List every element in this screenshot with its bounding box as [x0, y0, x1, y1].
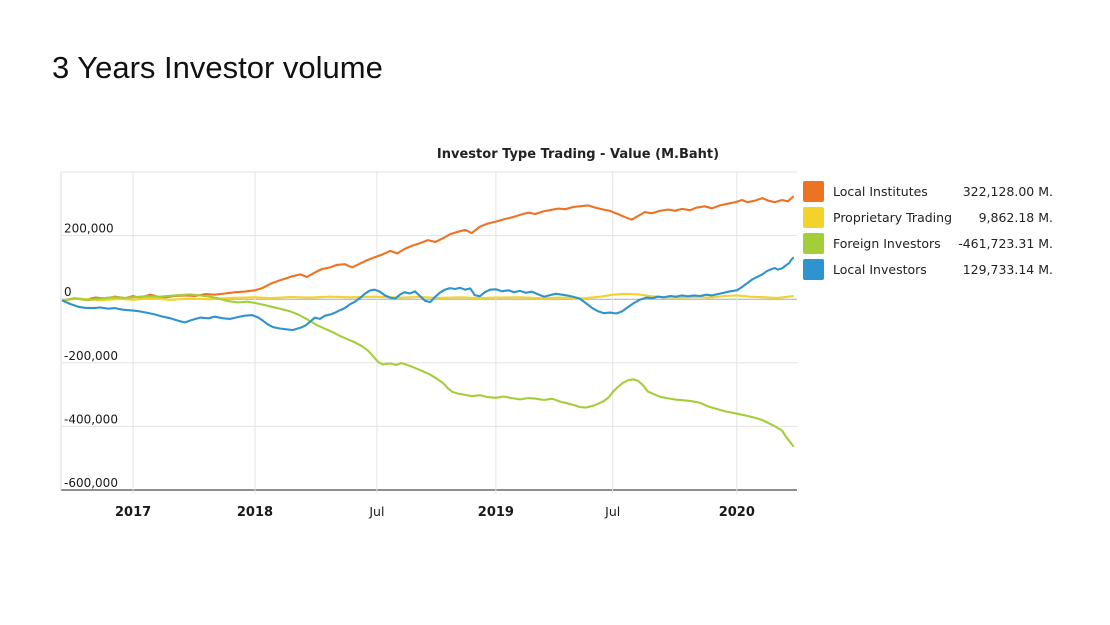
x-tick-label: Jul	[604, 504, 620, 519]
series-line-local-investors	[61, 256, 795, 332]
legend-label: Local Institutes	[833, 183, 928, 199]
legend-swatch-icon	[803, 232, 824, 254]
legend-label: Proprietary Trading	[833, 209, 953, 225]
x-tick-label: 2017	[115, 505, 151, 520]
series-line-foreign-investors	[61, 293, 795, 448]
legend-label: Local Investors	[833, 261, 927, 277]
y-tick-label: 200,000	[64, 222, 114, 236]
series-line-local-institutes	[61, 195, 795, 302]
y-tick-label: 0	[64, 285, 72, 299]
legend-value: 322,128.00 M.	[962, 183, 1053, 199]
legend-item-local-investors: Local Investors 129,733.14 M.	[803, 256, 1053, 282]
series-line-proprietary-trading	[61, 292, 795, 302]
legend-swatch-icon	[803, 206, 824, 228]
legend-value: -461,723.31 M.	[958, 235, 1053, 251]
legend-item-proprietary-trading: Proprietary Trading 9,862.18 M.	[803, 204, 1053, 230]
legend-label: Foreign Investors	[833, 235, 941, 251]
x-tick-label: 2018	[237, 505, 273, 520]
legend-value: 9,862.18 M.	[978, 209, 1053, 225]
y-tick-label: -600,000	[64, 476, 118, 490]
legend-item-foreign-investors: Foreign Investors -461,723.31 M.	[803, 230, 1053, 256]
legend-swatch-icon	[803, 258, 824, 280]
x-tick-label: 2020	[719, 505, 755, 520]
legend-item-local-institutes: Local Institutes 322,128.00 M.	[803, 178, 1053, 204]
chart-title: Investor Type Trading - Value (M.Baht)	[436, 147, 720, 162]
y-tick-label: -200,000	[64, 349, 118, 363]
legend-swatch-icon	[803, 180, 824, 202]
x-tick-label: 2019	[478, 505, 514, 520]
x-tick-label: Jul	[368, 504, 384, 519]
y-tick-label: -400,000	[64, 412, 118, 426]
page-title: 3 Years Investor volume	[52, 50, 383, 85]
chart-legend: Local Institutes 322,128.00 M. Proprietary…	[803, 178, 1053, 282]
legend-value: 129,733.14 M.	[962, 261, 1053, 277]
